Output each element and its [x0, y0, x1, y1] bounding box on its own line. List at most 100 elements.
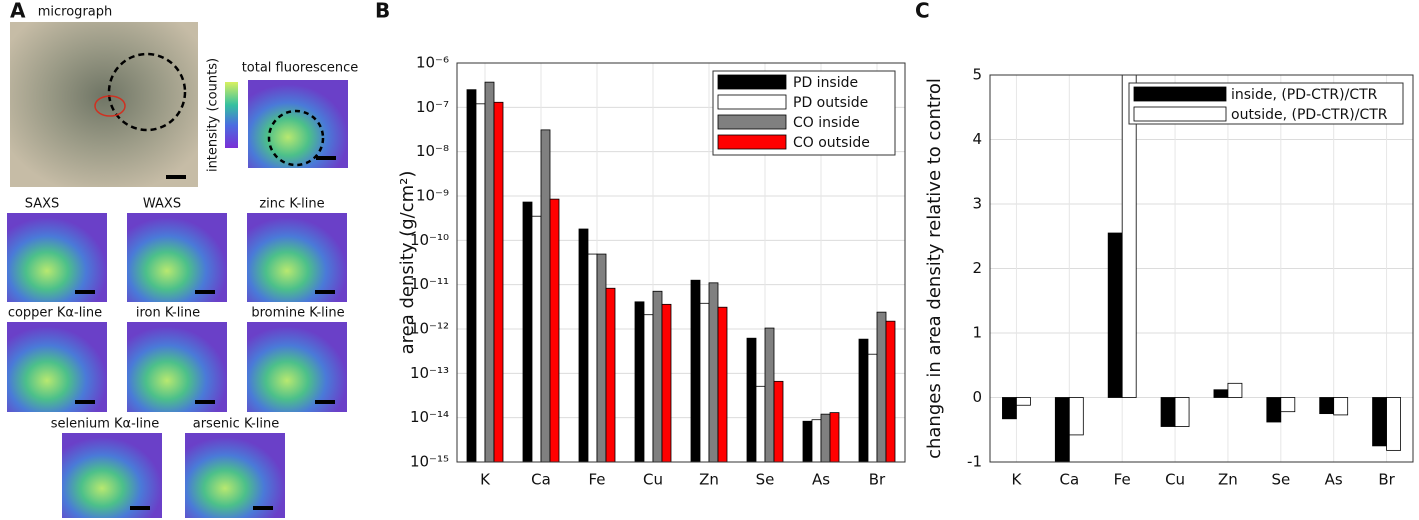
- bar: [690, 279, 701, 463]
- y-tick-label: 10⁻¹⁴: [410, 408, 449, 426]
- colorbar: [225, 82, 238, 148]
- legend-swatch: [1133, 106, 1227, 122]
- bar: [661, 303, 672, 463]
- bar: [1054, 397, 1070, 463]
- image-title: micrograph: [38, 5, 113, 20]
- x-tick-label: Se: [756, 471, 775, 489]
- x-tick-label: Ca: [531, 471, 551, 489]
- bar: [1319, 397, 1335, 415]
- scale-bar: [195, 400, 215, 404]
- scale-bar: [315, 400, 335, 404]
- y-tick-label: 10⁻⁹: [416, 187, 449, 205]
- bar: [549, 198, 560, 463]
- bar: [746, 337, 757, 463]
- bar: [1107, 232, 1123, 398]
- x-tick-label: K: [1012, 471, 1023, 489]
- y-tick-label: 10⁻¹³: [410, 364, 449, 382]
- region-outline: [107, 52, 187, 132]
- y-tick-label: -1: [967, 453, 982, 471]
- bar: [820, 413, 831, 463]
- y-tick-label: 0: [972, 388, 982, 406]
- bar: [1333, 397, 1349, 416]
- x-tick-label: Fe: [1114, 471, 1131, 489]
- bar: [755, 385, 766, 463]
- scale-bar: [315, 290, 335, 294]
- image-title: WAXS: [143, 197, 181, 212]
- map-image: [185, 433, 285, 518]
- legend-label: inside, (PD-CTR)/CTR: [1231, 87, 1378, 103]
- x-tick-label: Cu: [1165, 471, 1185, 489]
- legend-swatch: [717, 74, 787, 90]
- bar: [1160, 397, 1176, 427]
- x-tick-label: As: [812, 471, 830, 489]
- bar: [699, 302, 710, 463]
- y-tick-label: 10⁻⁸: [416, 142, 449, 160]
- x-tick-label: Br: [1378, 471, 1395, 489]
- y-tick-label: 5: [972, 66, 982, 84]
- scale-bar: [253, 506, 273, 510]
- bar: [1266, 397, 1282, 423]
- bar: [475, 103, 486, 463]
- legend-label: CO outside: [793, 135, 870, 151]
- x-tick-label: Fe: [588, 471, 605, 489]
- legend-swatch: [717, 134, 787, 150]
- bar: [1227, 382, 1243, 398]
- y-tick-label: 10⁻⁷: [416, 98, 449, 116]
- map-image: [7, 322, 107, 412]
- x-tick-label: Zn: [1218, 471, 1238, 489]
- bar: [1068, 397, 1084, 436]
- image-title: copper Kα-line: [8, 306, 102, 321]
- bar: [522, 201, 533, 463]
- scale-bar: [130, 506, 150, 510]
- micrograph-image: [10, 22, 198, 187]
- scale-bar: [75, 400, 95, 404]
- legend-label: CO inside: [793, 115, 860, 131]
- image-title: total fluorescence: [242, 61, 359, 76]
- map-image: [7, 213, 107, 302]
- map-image: [247, 213, 347, 302]
- bar: [1386, 397, 1401, 451]
- bar: [493, 101, 504, 463]
- image-panel: micrograph total fluorescence SAXS WAXS zinc…: [7, 5, 359, 518]
- bar: [587, 253, 598, 463]
- y-tick-label: 3: [972, 195, 982, 213]
- x-tick-label: Br: [869, 471, 886, 489]
- image-title: arsenic K-line: [193, 417, 280, 432]
- y-tick-label: 10⁻¹⁰: [410, 231, 449, 249]
- axes-frame: [989, 74, 1414, 463]
- panel-label: B: [375, 0, 390, 23]
- y-tick-label: 10⁻¹¹: [410, 275, 449, 293]
- legend-label: PD outside: [793, 95, 868, 111]
- bar: [634, 301, 645, 463]
- legend-swatch: [1133, 86, 1227, 102]
- bar: [717, 306, 728, 463]
- x-tick-label: Zn: [699, 471, 719, 489]
- bar: [1372, 397, 1387, 447]
- bar: [802, 420, 813, 463]
- bar: [1280, 397, 1296, 413]
- y-tick-label: 10⁻¹⁵: [410, 453, 449, 471]
- image-title: SAXS: [25, 197, 60, 212]
- bar: [829, 412, 840, 463]
- image-title: bromine K-line: [251, 306, 344, 321]
- y-tick-label: 1: [972, 324, 982, 342]
- bar: [578, 228, 589, 463]
- legend-swatch: [717, 94, 787, 110]
- region-outline: [267, 109, 325, 167]
- scale-bar: [75, 290, 95, 294]
- image-title: zinc K-line: [259, 197, 324, 212]
- bar: [643, 314, 654, 463]
- image-title: selenium Kα-line: [51, 417, 160, 432]
- scale-bar: [195, 290, 215, 294]
- legend-swatch: [717, 114, 787, 130]
- scale-bar: [166, 175, 186, 179]
- bar: [708, 282, 719, 463]
- map-image: [247, 322, 347, 412]
- y-tick-label: 4: [972, 130, 982, 148]
- y-tick-label: 10⁻¹²: [410, 320, 449, 338]
- y-axis-label: changes in area density relative to cont…: [924, 78, 945, 459]
- bar: [876, 311, 887, 463]
- map-image: [127, 322, 227, 412]
- bar: [652, 290, 663, 463]
